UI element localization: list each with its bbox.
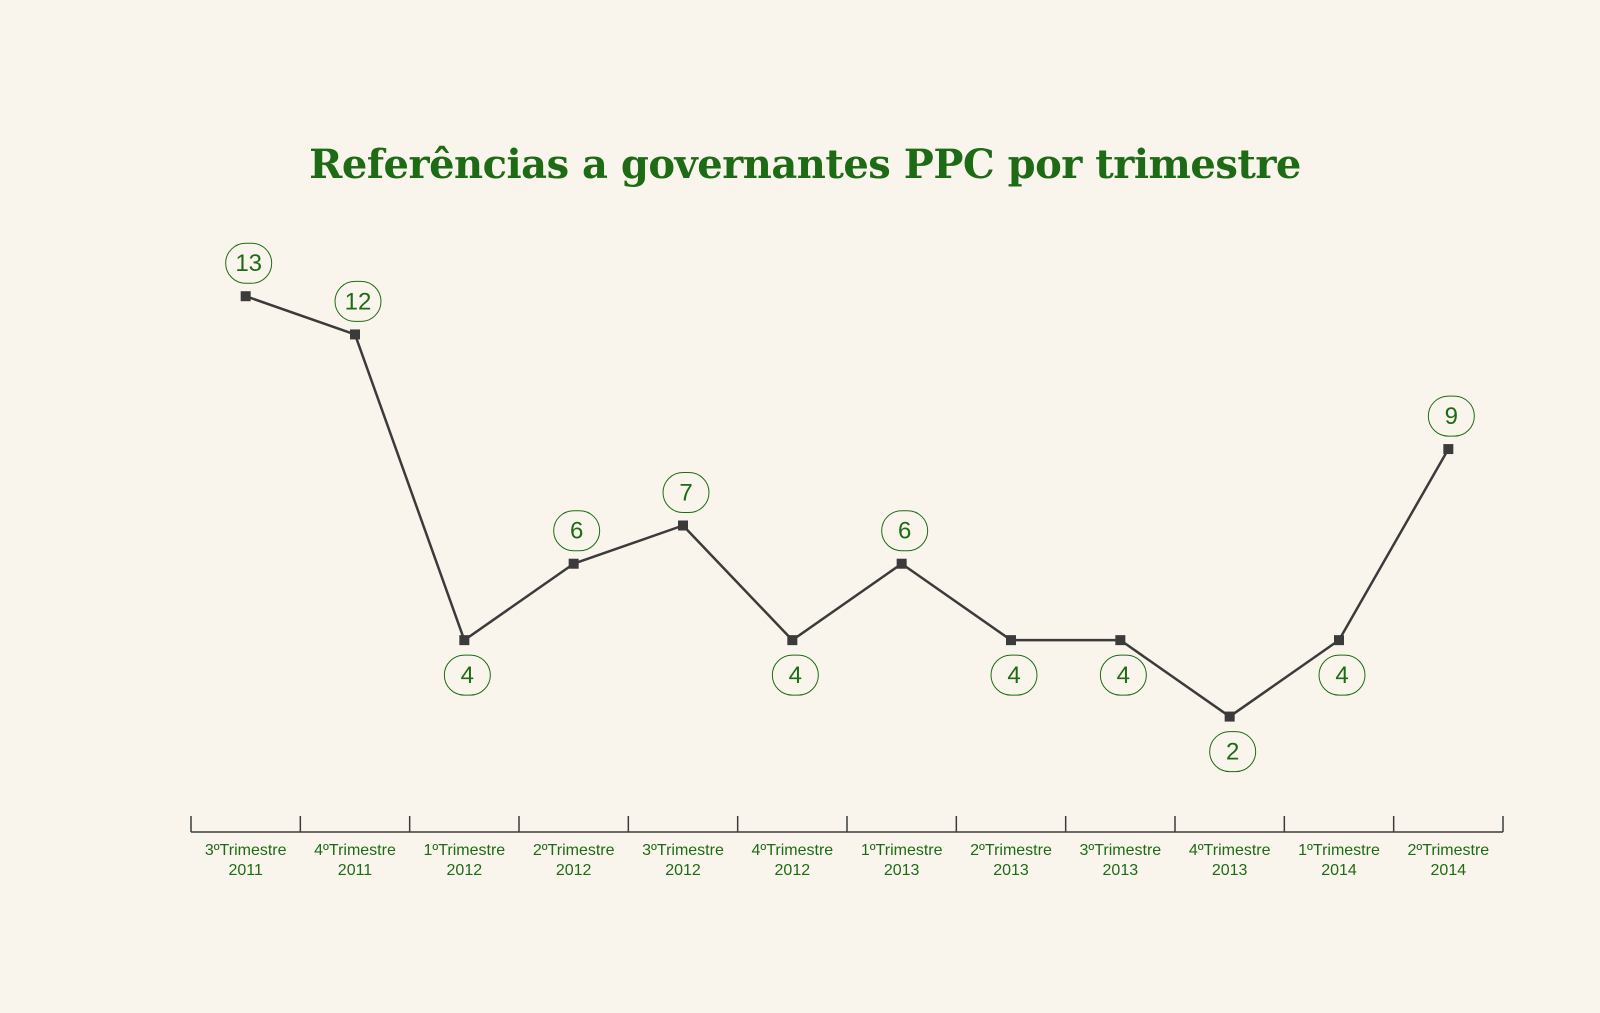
x-tick-label-line: 3ºTrimestre bbox=[642, 842, 724, 859]
data-label: 4 bbox=[1117, 662, 1130, 689]
x-tick-label: 2ºTrimestre 2014 bbox=[1407, 842, 1489, 879]
data-label: 2 bbox=[1226, 739, 1239, 766]
data-label: 9 bbox=[1445, 403, 1458, 430]
data-label-bubble bbox=[1427, 395, 1475, 437]
data-label: 6 bbox=[570, 518, 583, 545]
data-point-marker bbox=[240, 291, 251, 302]
x-tick-label-line: 4ºTrimestre bbox=[314, 842, 396, 859]
x-tick-label-line: 2011 bbox=[338, 862, 373, 879]
data-label: 12 bbox=[345, 288, 372, 315]
data-label: 6 bbox=[898, 518, 911, 545]
data-label: 4 bbox=[1335, 662, 1348, 689]
x-tick-label: 1ºTrimestre 2013 bbox=[861, 842, 943, 879]
data-label: 13 bbox=[235, 250, 262, 277]
data-label: 4 bbox=[1007, 662, 1020, 689]
x-tick-label: 4ºTrimestre 2011 bbox=[314, 842, 396, 879]
data-point-marker bbox=[787, 635, 798, 646]
data-label-bubble bbox=[990, 654, 1038, 696]
x-tick-label: 1ºTrimestre 2012 bbox=[423, 842, 505, 879]
x-tick-label-line: 2014 bbox=[1321, 862, 1357, 879]
x-tick-label: 4ºTrimestre 2012 bbox=[751, 842, 833, 879]
x-tick-label: 1ºTrimestre 2014 bbox=[1298, 842, 1380, 879]
data-label-bubble bbox=[225, 242, 273, 284]
x-tick-label-line: 2ºTrimestre bbox=[970, 842, 1052, 859]
data-point-marker bbox=[1115, 635, 1126, 646]
x-tick-label-line: 2013 bbox=[1103, 862, 1139, 879]
x-tick-label-line: 2012 bbox=[665, 862, 701, 879]
data-point-marker bbox=[1006, 635, 1016, 646]
data-label-bubble bbox=[553, 510, 601, 552]
x-tick-label-line: 2012 bbox=[447, 862, 483, 879]
x-tick-label-line: 4ºTrimestre bbox=[751, 842, 833, 859]
data-point-marker bbox=[350, 329, 360, 340]
data-label-bubble bbox=[662, 472, 710, 513]
x-tick-label-line: 2011 bbox=[228, 862, 263, 879]
x-tick-label-line: 3ºTrimestre bbox=[1079, 842, 1161, 859]
data-label: 4 bbox=[461, 662, 474, 689]
x-tick-label: 2ºTrimestre 2013 bbox=[970, 842, 1052, 879]
x-tick-label: 3ºTrimestre 2011 bbox=[205, 842, 287, 879]
x-tick-label-line: 1ºTrimestre bbox=[1298, 842, 1380, 859]
x-tick-label: 3ºTrimestre 2012 bbox=[642, 842, 724, 879]
data-point-marker bbox=[459, 635, 470, 646]
x-tick-label-line: 2012 bbox=[556, 862, 592, 879]
chart-title: Referências a governantes PPC por trimes… bbox=[309, 141, 1301, 188]
x-tick-label-line: 3ºTrimestre bbox=[205, 842, 287, 859]
x-tick-label-line: 1ºTrimestre bbox=[423, 842, 505, 859]
data-label-bubble bbox=[1318, 654, 1366, 696]
data-label-bubble bbox=[881, 510, 929, 552]
data-label-bubble bbox=[771, 654, 819, 696]
data-point-marker bbox=[1443, 444, 1454, 455]
x-tick-label: 3ºTrimestre 2013 bbox=[1079, 842, 1161, 879]
data-point-marker bbox=[678, 520, 688, 531]
x-tick-label: 4ºTrimestre 2013 bbox=[1189, 842, 1271, 879]
x-tick-label-line: 1ºTrimestre bbox=[861, 842, 943, 859]
data-label: 4 bbox=[789, 662, 802, 689]
x-tick-label-line: 4ºTrimestre bbox=[1189, 842, 1271, 859]
x-tick-label-line: 2ºTrimestre bbox=[533, 842, 615, 859]
data-point-marker bbox=[1224, 711, 1235, 722]
data-point-marker bbox=[568, 558, 579, 569]
data-label-bubble bbox=[1099, 654, 1147, 696]
x-tick-label-line: 2ºTrimestre bbox=[1407, 842, 1489, 859]
series-line bbox=[245, 295, 1450, 718]
data-point-marker bbox=[1334, 635, 1344, 646]
x-tick-label-line: 2013 bbox=[993, 862, 1029, 879]
x-tick-label-line: 2014 bbox=[1431, 862, 1467, 879]
data-point-marker bbox=[896, 558, 907, 569]
x-tick-label-line: 2013 bbox=[1212, 862, 1248, 879]
x-tick-label-line: 2013 bbox=[884, 862, 920, 879]
data-label-bubble bbox=[334, 280, 382, 322]
x-tick-label-line: 2012 bbox=[775, 862, 811, 879]
data-label: 7 bbox=[679, 480, 692, 507]
data-label-bubble bbox=[1209, 731, 1257, 773]
x-tick-label: 2ºTrimestre 2012 bbox=[533, 842, 615, 879]
data-label-bubble bbox=[443, 654, 491, 696]
